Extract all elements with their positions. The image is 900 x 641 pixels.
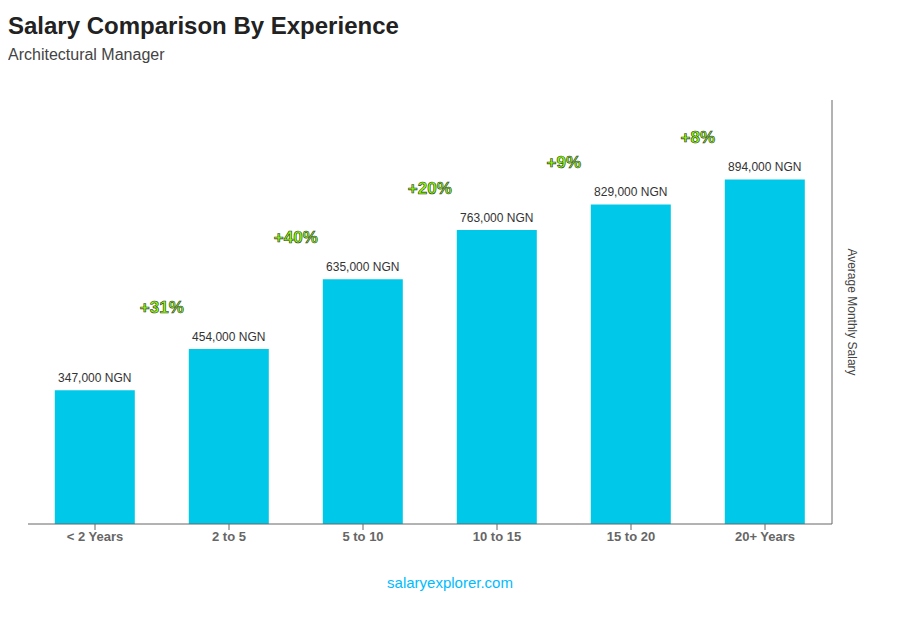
- svg-text:829,000 NGN: 829,000 NGN: [594, 185, 667, 199]
- svg-text:894,000 NGN: 894,000 NGN: [728, 160, 801, 174]
- svg-text:+8%: +8%: [681, 128, 716, 147]
- svg-text:< 2 Years: < 2 Years: [67, 529, 124, 544]
- svg-text:+31%: +31%: [140, 298, 184, 317]
- svg-text:2 to 5: 2 to 5: [212, 529, 246, 544]
- svg-text:Average Monthly Salary: Average Monthly Salary: [845, 248, 859, 375]
- svg-text:347,000 NGN: 347,000 NGN: [58, 371, 131, 385]
- html-text:Architectural Manager: Architectural Manager: [8, 46, 165, 63]
- svg-text:+20%: +20%: [408, 179, 452, 198]
- svg-text:635,000 NGN: 635,000 NGN: [326, 260, 399, 274]
- svg-text:5 to 10: 5 to 10: [342, 529, 383, 544]
- svg-text:454,000 NGN: 454,000 NGN: [192, 330, 265, 344]
- html-text:salaryexplorer.com: salaryexplorer.com: [387, 574, 513, 591]
- svg-text:+9%: +9%: [547, 153, 582, 172]
- svg-text:15 to 20: 15 to 20: [607, 529, 655, 544]
- svg-text:763,000 NGN: 763,000 NGN: [460, 211, 533, 225]
- svg-text:+40%: +40%: [274, 228, 318, 247]
- svg-text:10 to 15: 10 to 15: [473, 529, 521, 544]
- svg-text:20+ Years: 20+ Years: [735, 529, 795, 544]
- html-text:Salary Comparison By Experienc: Salary Comparison By Experience: [8, 12, 399, 39]
